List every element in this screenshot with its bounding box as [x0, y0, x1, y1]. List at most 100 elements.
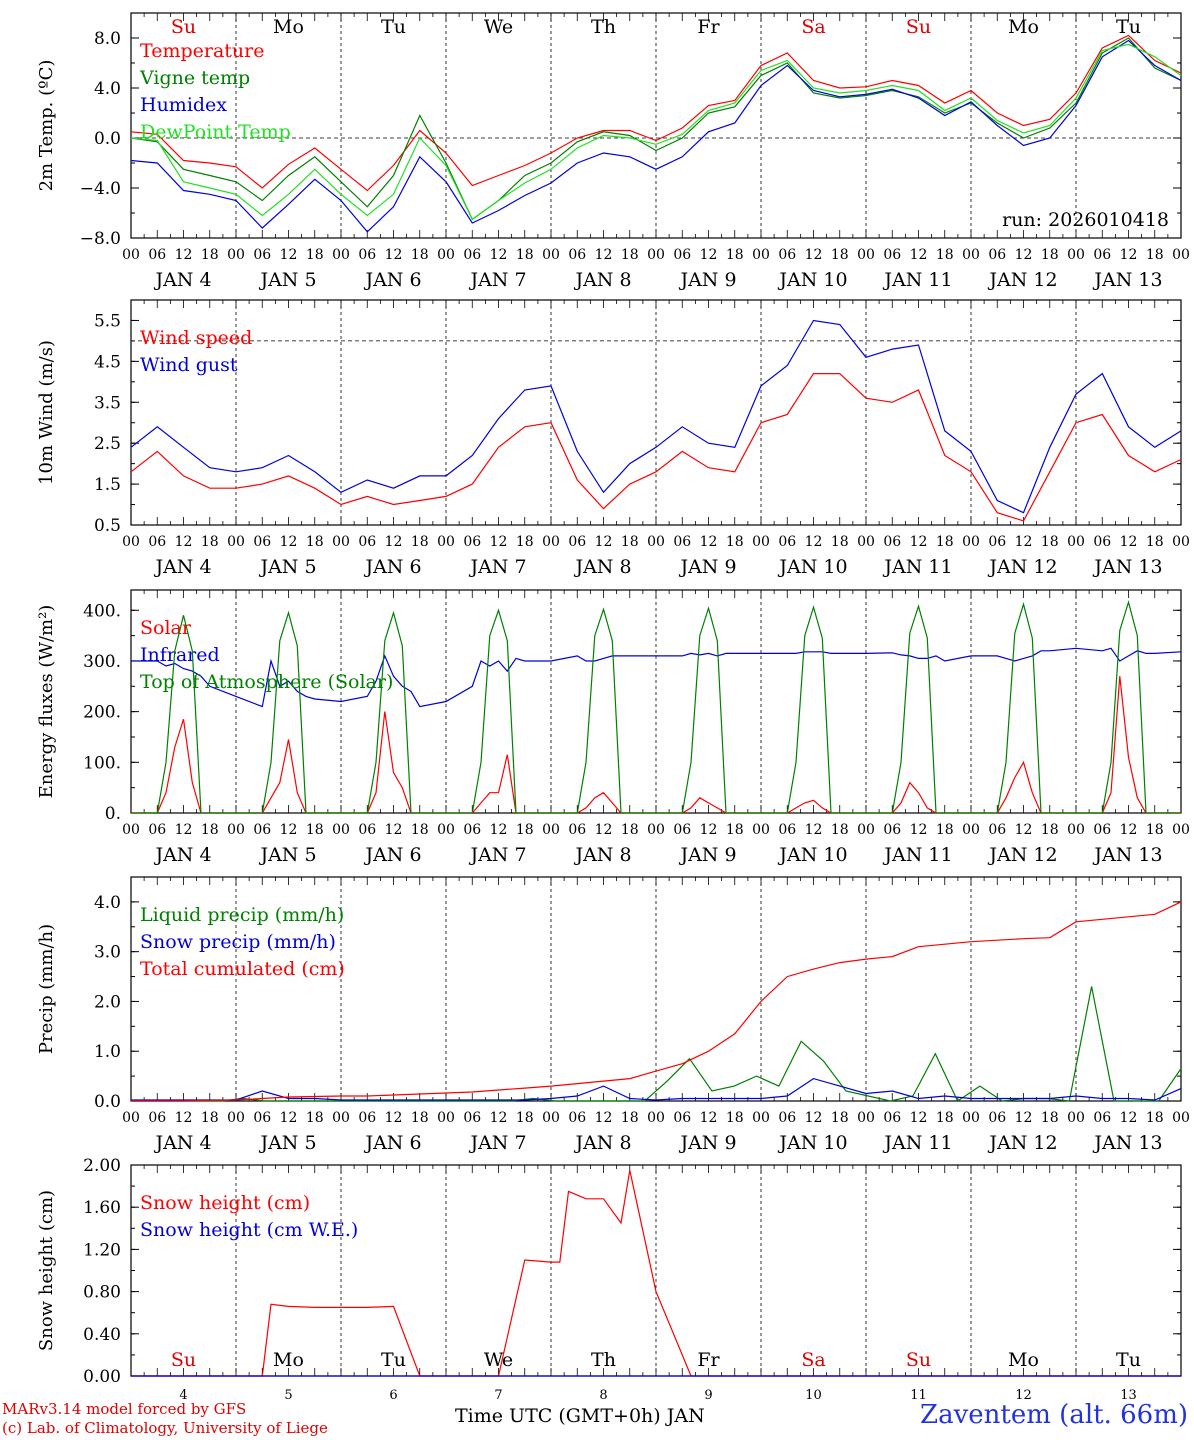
y-tick-label: 0.00 [83, 1367, 121, 1387]
weekday-label: Mo [1008, 1349, 1039, 1371]
hour-tick-label: 00 [1067, 247, 1085, 263]
hour-tick-label: 00 [542, 1110, 560, 1126]
day-label: JAN 4 [153, 1132, 211, 1154]
hour-tick-label: 00 [962, 247, 980, 263]
day-number: 8 [599, 1388, 607, 1403]
series-line-temp-1 [130, 37, 1182, 221]
hour-tick-label: 12 [1120, 1110, 1138, 1126]
hour-tick-label: 06 [778, 1110, 796, 1126]
hour-tick-label: 12 [280, 534, 298, 550]
day-label: JAN 6 [363, 556, 421, 578]
hour-tick-label: 06 [148, 534, 166, 550]
hour-tick-label: 18 [516, 1110, 534, 1126]
hour-tick-label: 00 [227, 822, 245, 838]
hour-tick-label: 12 [280, 822, 298, 838]
hour-tick-label: 00 [647, 247, 665, 263]
hour-tick-label: 12 [595, 1110, 613, 1126]
y-tick-label: 3.5 [94, 393, 121, 413]
hour-tick-label: 12 [910, 822, 928, 838]
hour-tick-label: 18 [201, 247, 219, 263]
day-label: JAN 13 [1092, 269, 1162, 291]
hour-tick-label: 00 [332, 1110, 350, 1126]
day-label: JAN 5 [258, 556, 316, 578]
model-credit: MARv3.14 model forced by GFS [2, 1400, 247, 1418]
y-axis-label: Precip (mm/h) [36, 924, 57, 1054]
hour-tick-label: 18 [201, 822, 219, 838]
hour-tick-label: 06 [778, 822, 796, 838]
hour-tick-label: 06 [463, 822, 481, 838]
y-tick-label: 2.00 [83, 1156, 121, 1176]
hour-tick-label: 00 [1172, 247, 1190, 263]
hour-tick-label: 12 [595, 534, 613, 550]
hour-tick-label: 18 [1146, 247, 1164, 263]
legend-entry: Temperature [140, 40, 264, 62]
panel-wind: 0.5 1.5 2.5 3.5 4.5 5.5 10m Wind (m/s) Wind spe… [36, 299, 1190, 578]
day-label: JAN 4 [153, 556, 211, 578]
legend-entry: Total cumulated (cm) [140, 958, 345, 980]
day-label: JAN 12 [987, 1132, 1057, 1154]
hour-tick-label: 18 [936, 1110, 954, 1126]
hour-tick-label: 12 [1015, 247, 1033, 263]
hour-tick-label: 18 [306, 247, 324, 263]
legend-entry: Top of Atmosphere (Solar) [140, 671, 393, 693]
hour-tick-label: 18 [516, 247, 534, 263]
day-label: JAN 8 [573, 269, 631, 291]
y-tick-label: 100. [83, 753, 121, 773]
legend-entry: Infrared [140, 644, 220, 666]
hour-tick-label: 12 [175, 534, 193, 550]
y-tick-label: 4.0 [94, 79, 121, 99]
hour-tick-label: 12 [280, 1110, 298, 1126]
y-tick-label: 4.0 [94, 893, 121, 913]
hour-tick-label: 12 [805, 247, 823, 263]
weekday-label: Th [591, 16, 616, 38]
hour-tick-label: 00 [542, 534, 560, 550]
day-label: JAN 10 [777, 269, 847, 291]
day-label: JAN 6 [363, 269, 421, 291]
weekday-label: Mo [273, 16, 304, 38]
hour-tick-label: 00 [1172, 1110, 1190, 1126]
y-tick-label: −8.0 [80, 229, 121, 249]
hour-tick-label: 06 [673, 247, 691, 263]
day-number: 7 [494, 1388, 502, 1403]
hour-tick-label: 12 [175, 822, 193, 838]
series-line-precip-1 [131, 1077, 1182, 1101]
hour-tick-label: 18 [306, 1110, 324, 1126]
series-line-energy-0 [131, 676, 1181, 814]
hour-tick-label: 00 [332, 247, 350, 263]
hour-tick-label: 18 [621, 247, 639, 263]
hour-tick-label: 18 [936, 247, 954, 263]
day-label: JAN 13 [1092, 556, 1162, 578]
hour-tick-label: 12 [1120, 534, 1138, 550]
time-axis-label: Time UTC (GMT+0h) JAN [455, 1405, 705, 1427]
y-tick-label: 200. [83, 703, 121, 723]
weekday-label: Tu [1116, 1349, 1141, 1371]
hour-tick-label: 18 [516, 822, 534, 838]
day-label: JAN 6 [363, 844, 421, 866]
hour-tick-label: 06 [253, 1110, 271, 1126]
hour-tick-label: 18 [306, 534, 324, 550]
hour-tick-label: 00 [857, 1110, 875, 1126]
hour-tick-label: 00 [1067, 1110, 1085, 1126]
y-tick-label: 1.0 [94, 1042, 121, 1062]
station-name: Zaventem (alt. 66m) [920, 1400, 1188, 1430]
legend-entry: Snow height (cm W.E.) [140, 1219, 358, 1241]
hour-tick-label: 06 [253, 247, 271, 263]
y-axis-label: Energy fluxes (W/m²) [36, 605, 57, 799]
day-label: JAN 11 [882, 556, 952, 578]
hour-tick-label: 12 [805, 534, 823, 550]
hour-tick-label: 06 [463, 1110, 481, 1126]
weekday-label: Fr [697, 1349, 720, 1371]
hour-tick-label: 18 [936, 534, 954, 550]
hour-tick-label: 18 [936, 822, 954, 838]
hour-tick-label: 12 [700, 822, 718, 838]
hour-tick-label: 00 [752, 1110, 770, 1126]
weekday-label: Sa [801, 16, 825, 38]
hour-tick-label: 00 [752, 534, 770, 550]
hour-tick-label: 06 [358, 247, 376, 263]
series-line-wind-1 [130, 319, 1182, 514]
hour-tick-label: 06 [568, 1110, 586, 1126]
hour-tick-label: 18 [621, 1110, 639, 1126]
weekday-label: We [484, 1349, 513, 1371]
day-label: JAN 10 [777, 1132, 847, 1154]
y-tick-label: 4.5 [94, 352, 121, 372]
